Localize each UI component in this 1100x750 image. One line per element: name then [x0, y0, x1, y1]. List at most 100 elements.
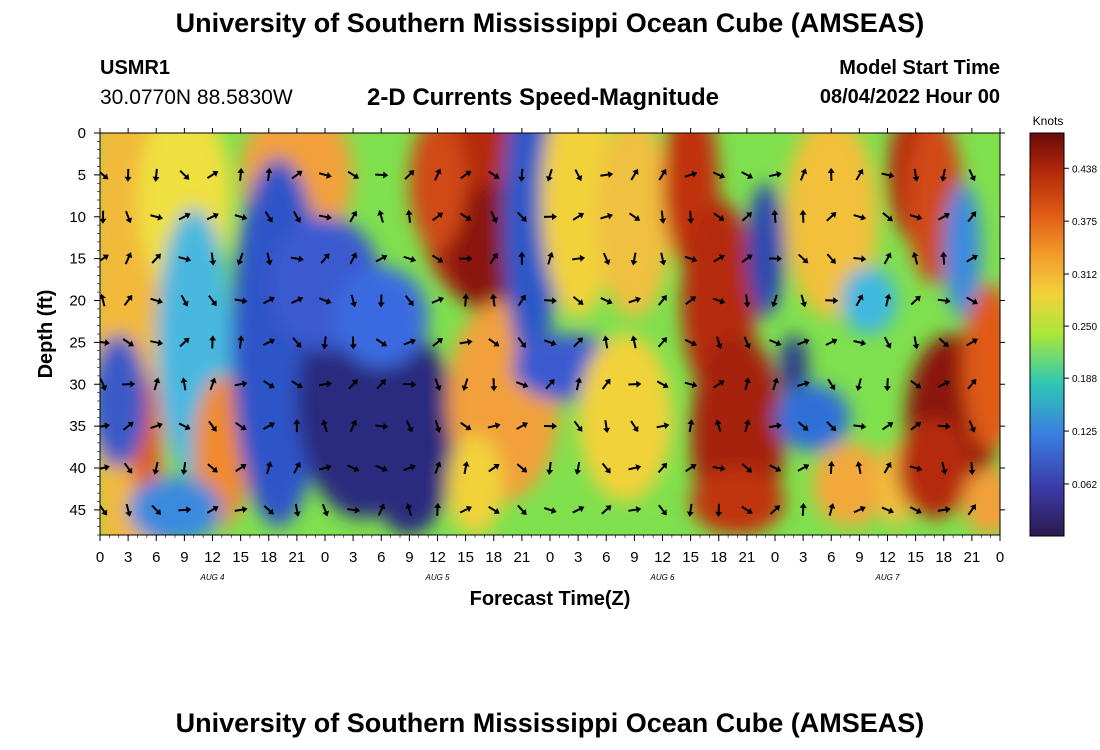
arrow-head: [859, 505, 866, 513]
arrow-head: [915, 382, 922, 389]
arrow-head: [718, 254, 725, 261]
footer-title: University of Southern Mississippi Ocean…: [175, 708, 925, 738]
speed-blob: [362, 334, 457, 535]
arrow-head: [490, 293, 497, 300]
arrow-head: [603, 259, 611, 266]
current-arrow: [237, 335, 245, 349]
arrow-head: [855, 385, 863, 392]
arrow-head: [971, 254, 978, 261]
arrow-head: [690, 463, 697, 470]
arrow-head: [184, 212, 191, 219]
current-arrow: [713, 212, 725, 221]
current-arrow: [292, 337, 302, 348]
arrow-head: [945, 297, 951, 305]
arrow-head: [827, 461, 835, 467]
current-arrow: [265, 252, 273, 266]
speed-blob: [812, 442, 888, 527]
current-arrow: [432, 212, 444, 222]
arrow-head: [212, 212, 219, 220]
current-arrow: [347, 506, 361, 514]
arrow-head: [237, 335, 245, 341]
speed-blob: [962, 283, 1000, 452]
arrow-head: [185, 255, 192, 263]
current-arrow: [744, 419, 751, 433]
arrow-head: [887, 422, 894, 428]
arrow-head: [268, 296, 275, 303]
arrow-head: [102, 173, 109, 180]
current-arrow: [938, 212, 950, 221]
arrow-head: [268, 382, 275, 389]
current-arrow: [319, 297, 332, 305]
speed-blob: [962, 468, 1000, 535]
current-arrow: [490, 210, 498, 224]
current-arrow: [179, 337, 190, 348]
current-arrow: [459, 255, 473, 263]
current-arrow: [178, 422, 191, 431]
current-arrow: [909, 465, 923, 472]
arrow-head: [157, 339, 164, 347]
current-arrow: [855, 294, 864, 307]
arrow-head: [125, 252, 133, 259]
arrow-head: [886, 215, 893, 222]
x-tick-label: 21: [964, 549, 981, 566]
speed-blob: [578, 334, 672, 502]
current-arrow: [178, 255, 192, 263]
current-arrow: [656, 422, 670, 430]
arrow-head: [743, 377, 751, 384]
station-coordinates: 30.0770N 88.5830W: [100, 86, 293, 109]
arrow-head: [605, 505, 612, 512]
current-arrow: [797, 338, 810, 346]
current-arrow: [800, 294, 808, 308]
current-arrow: [122, 338, 134, 347]
arrow-head: [157, 422, 163, 429]
arrow-head: [830, 212, 837, 218]
arrow-head: [493, 463, 500, 470]
x-tick-label: 0: [96, 549, 104, 566]
current-arrow: [263, 505, 274, 515]
arrow-head: [350, 252, 358, 259]
current-arrow: [659, 252, 667, 266]
current-arrow: [100, 254, 109, 263]
current-arrow: [517, 504, 527, 516]
current-arrow: [827, 378, 836, 391]
current-arrow: [826, 253, 836, 264]
speed-blob: [596, 133, 672, 318]
current-arrow: [234, 380, 248, 388]
arrow-head: [602, 335, 610, 341]
arrow-head: [378, 503, 386, 510]
current-arrow: [687, 210, 695, 224]
arrow-head: [718, 380, 725, 387]
current-arrow: [124, 168, 132, 182]
current-arrow: [405, 503, 413, 516]
current-arrow: [461, 378, 469, 391]
arrow-head: [714, 419, 722, 426]
current-arrow: [768, 255, 782, 263]
current-arrow: [938, 337, 949, 348]
current-arrow: [100, 339, 110, 347]
arrow-head: [295, 341, 302, 348]
current-arrow: [909, 506, 922, 514]
current-arrow: [375, 254, 388, 263]
arrow-head: [690, 296, 697, 303]
current-arrow: [432, 338, 443, 347]
current-arrow: [544, 339, 557, 347]
arrow-head: [212, 170, 219, 177]
arrow-head: [743, 302, 751, 308]
speed-blob: [840, 267, 897, 334]
arrow-head: [240, 424, 247, 431]
current-arrow: [853, 213, 867, 221]
current-arrow: [318, 380, 332, 388]
arrow-head: [407, 299, 414, 307]
current-arrow: [630, 252, 638, 266]
x-tick-label: 0: [546, 549, 554, 566]
arrow-head: [799, 502, 807, 509]
arrow-head: [744, 342, 751, 349]
current-arrow: [826, 421, 837, 432]
current-arrow: [180, 294, 189, 307]
arrow-head: [211, 466, 218, 473]
current-arrow: [293, 211, 301, 223]
current-arrow: [518, 251, 526, 265]
current-arrow: [516, 463, 528, 473]
current-arrow: [741, 171, 754, 179]
x-tick-label: 9: [630, 549, 638, 566]
